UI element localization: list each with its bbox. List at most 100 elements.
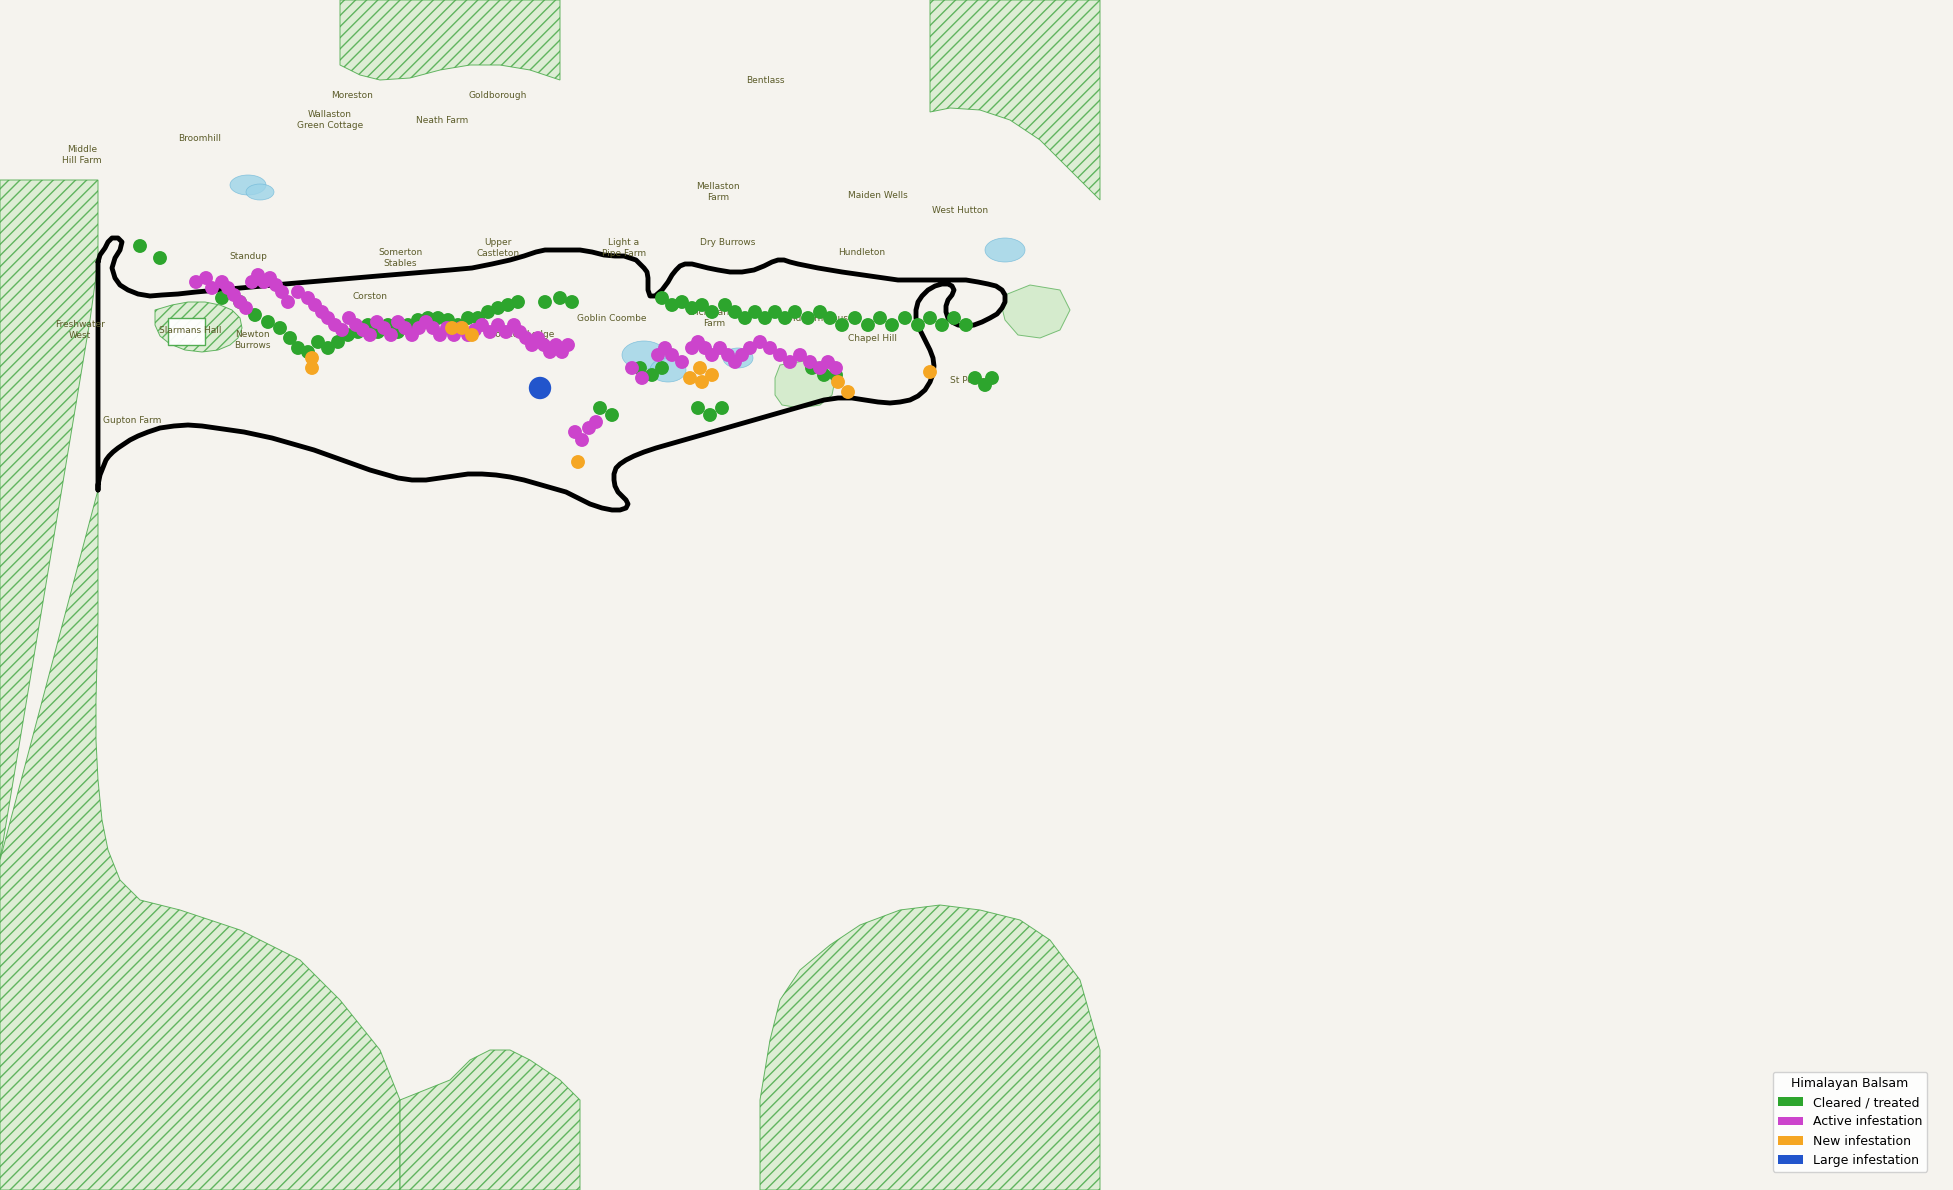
Active infestation <box>529 336 561 355</box>
Cleared/treated <box>352 315 383 334</box>
Active infestation <box>553 336 584 355</box>
Active infestation <box>432 319 463 338</box>
Cleared/treated <box>646 288 678 307</box>
Cleared/treated <box>676 299 707 318</box>
Active infestation <box>559 422 590 441</box>
Active infestation <box>795 352 826 371</box>
Cleared/treated <box>322 332 353 351</box>
Active infestation <box>812 352 844 371</box>
Active infestation <box>482 315 514 334</box>
Cleared/treated <box>695 406 727 425</box>
Cleared/treated <box>976 369 1008 388</box>
Polygon shape <box>154 302 242 352</box>
Cleared/treated <box>596 406 627 425</box>
Cleared/treated <box>707 399 738 418</box>
Active infestation <box>207 273 238 292</box>
Active infestation <box>320 315 352 334</box>
Active infestation <box>719 352 750 371</box>
Cleared/treated <box>342 322 373 342</box>
Cleared/treated <box>820 365 852 384</box>
Cleared/treated <box>252 313 283 332</box>
Cleared/treated <box>373 315 404 334</box>
Polygon shape <box>0 490 400 1190</box>
Cleared/treated <box>779 302 810 321</box>
Ellipse shape <box>621 342 666 369</box>
Active infestation <box>650 338 682 357</box>
Cleared/treated <box>750 308 781 327</box>
Cleared/treated <box>969 376 1000 395</box>
Cleared/treated <box>293 343 324 362</box>
New infestation <box>297 349 328 368</box>
Cleared/treated <box>877 315 908 334</box>
Cleared/treated <box>793 308 824 327</box>
Active infestation <box>541 336 572 355</box>
Cleared/treated <box>951 315 982 334</box>
New infestation <box>822 372 853 392</box>
Active infestation <box>643 345 674 364</box>
Active infestation <box>754 338 785 357</box>
Cleared/treated <box>463 308 494 327</box>
Polygon shape <box>775 361 836 408</box>
Cleared/treated <box>709 295 740 314</box>
Active infestation <box>580 413 611 432</box>
Active infestation <box>682 332 713 351</box>
Text: Neath Farm: Neath Farm <box>416 115 469 125</box>
New infestation <box>832 382 863 401</box>
Cleared/treated <box>145 249 176 268</box>
Active infestation <box>705 338 736 357</box>
Active infestation <box>820 358 852 377</box>
Text: Standup: Standup <box>229 251 268 261</box>
Active infestation <box>445 319 477 338</box>
Ellipse shape <box>246 184 273 200</box>
New infestation <box>914 363 945 382</box>
Active infestation <box>697 345 728 364</box>
Cleared/treated <box>529 293 561 312</box>
Ellipse shape <box>984 238 1025 262</box>
Active infestation <box>283 282 314 301</box>
Ellipse shape <box>723 347 754 368</box>
Active infestation <box>404 319 436 338</box>
Active infestation <box>627 369 658 388</box>
Cleared/treated <box>545 288 576 307</box>
Cleared/treated <box>453 308 484 327</box>
Active infestation <box>617 358 648 377</box>
Cleared/treated <box>332 326 363 345</box>
Active infestation <box>369 319 400 338</box>
Cleared/treated <box>686 295 717 314</box>
Active infestation <box>656 345 687 364</box>
Active infestation <box>230 299 262 318</box>
Active infestation <box>299 295 330 314</box>
Polygon shape <box>930 0 1100 200</box>
Text: Old Farmhouse: Old Farmhouse <box>787 313 853 322</box>
New infestation <box>436 319 467 338</box>
Active infestation <box>459 320 490 339</box>
Polygon shape <box>760 906 1100 1190</box>
Polygon shape <box>400 1050 580 1190</box>
Text: Upper
Castleton: Upper Castleton <box>477 238 519 258</box>
Text: Middle
Hill Farm: Middle Hill Farm <box>62 145 102 164</box>
Text: Bentlass: Bentlass <box>746 75 785 84</box>
Cleared/treated <box>240 306 271 325</box>
Text: Light a
Pipe Farm: Light a Pipe Farm <box>602 238 646 258</box>
Active infestation <box>326 320 357 339</box>
Active infestation <box>727 345 758 364</box>
Cleared/treated <box>264 319 295 338</box>
Active infestation <box>805 358 836 377</box>
Active infestation <box>490 322 521 342</box>
Active infestation <box>547 343 578 362</box>
Active infestation <box>453 326 484 345</box>
Active infestation <box>713 345 744 364</box>
Active infestation <box>396 326 428 345</box>
Cleared/treated <box>937 308 969 327</box>
Active infestation <box>225 293 256 312</box>
Active infestation <box>516 336 547 355</box>
Text: West Hutton: West Hutton <box>932 206 988 214</box>
Active infestation <box>467 315 498 334</box>
Active infestation <box>213 278 244 298</box>
Text: Newton
Burrows: Newton Burrows <box>234 331 270 350</box>
Active infestation <box>236 273 268 292</box>
Polygon shape <box>168 318 205 345</box>
Polygon shape <box>340 0 561 80</box>
Cleared/treated <box>312 338 344 357</box>
Active infestation <box>383 313 414 332</box>
